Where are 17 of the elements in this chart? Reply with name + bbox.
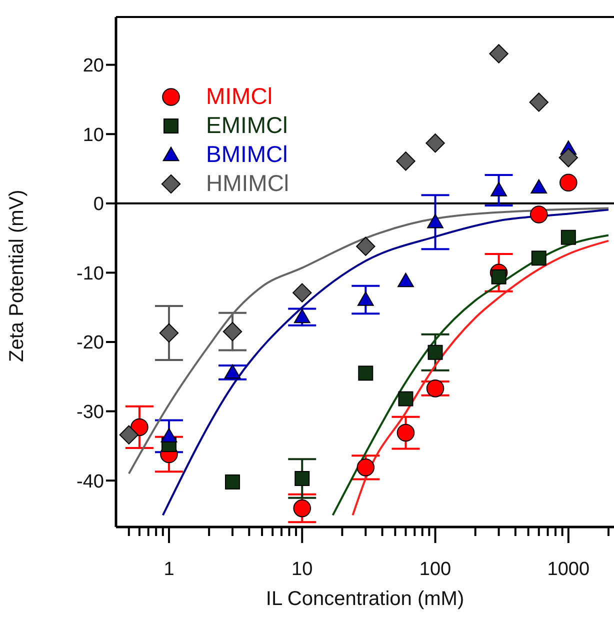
y-tick-label: 0 [93,194,104,216]
y-tick-label: -40 [76,471,104,492]
legend-label: BMIMCl [206,140,288,169]
y-tick-label: 10 [82,124,104,146]
x-axis-title: IL Concentration (mM) [266,588,464,610]
x-tick-label: 100 [419,559,452,580]
y-tick-label: -10 [76,263,104,284]
y-axis-title: Zeta Potential (mV) [6,190,28,362]
legend-label: MIMCl [206,82,272,111]
legend-label: EMIMCl [206,111,288,140]
y-tick-label: -30 [76,402,104,424]
legend-label: HMIMCl [206,169,290,198]
x-tick-label: 1 [164,559,174,580]
x-tick-label: 1000 [547,559,590,580]
y-tick-label: 20 [82,56,104,77]
x-tick-label: 10 [292,559,313,580]
y-tick-label: -20 [76,332,104,354]
